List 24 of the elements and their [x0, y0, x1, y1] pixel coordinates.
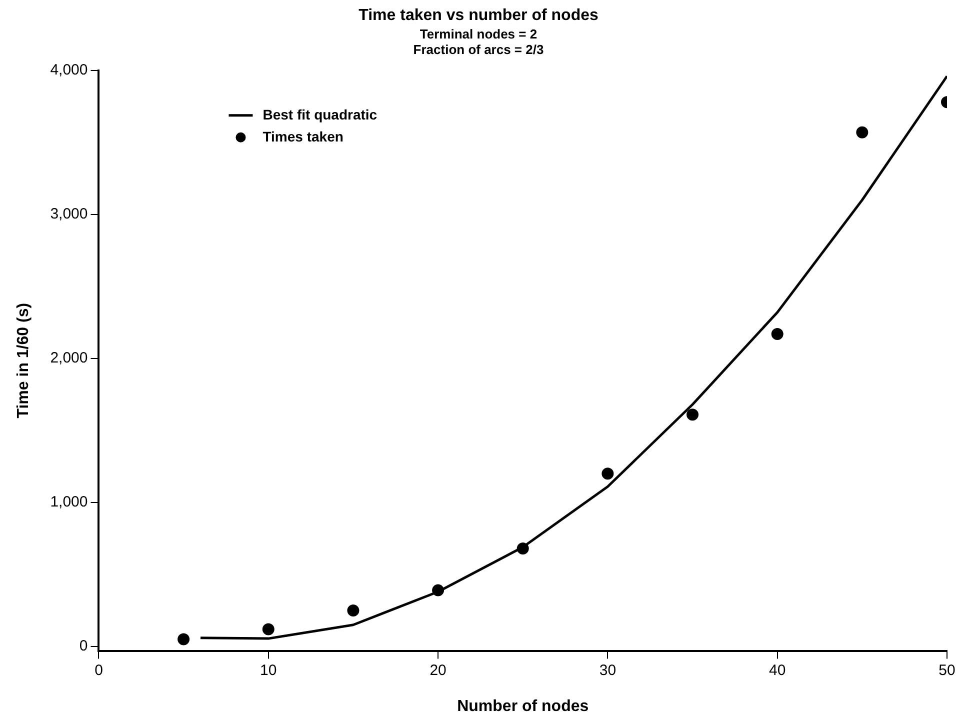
y-tick-label: 4,000 — [50, 62, 88, 79]
chart-title: Time taken vs number of nodes — [358, 7, 598, 24]
point — [178, 633, 190, 646]
x-tick-label: 30 — [599, 662, 616, 679]
x-tick-label: 20 — [430, 662, 446, 679]
point — [262, 623, 274, 636]
point — [347, 604, 360, 616]
y-axis-title: Time in 1/60 (s) — [15, 302, 32, 418]
x-axis-title: Number of nodes — [457, 698, 589, 715]
point — [602, 468, 614, 480]
chart-subtitle: Terminal nodes = 2 Fraction of arcs = 2/3 — [413, 26, 544, 58]
x-tick-label: 0 — [94, 662, 103, 679]
legend-label: Times taken — [262, 128, 344, 144]
y-tick-label: 2,000 — [50, 350, 88, 367]
x-tick-label: 40 — [769, 662, 786, 679]
x-tick-label: 50 — [938, 662, 956, 679]
point — [686, 408, 699, 421]
y-tick-label: 3,000 — [50, 206, 88, 223]
y-tick-label: 1,000 — [50, 494, 88, 511]
point — [771, 328, 784, 340]
legend-label: Best fit quadratic — [262, 106, 378, 122]
point — [856, 126, 868, 138]
y-tick-label: 0 — [79, 638, 88, 655]
x-tick-label: 10 — [260, 662, 277, 679]
